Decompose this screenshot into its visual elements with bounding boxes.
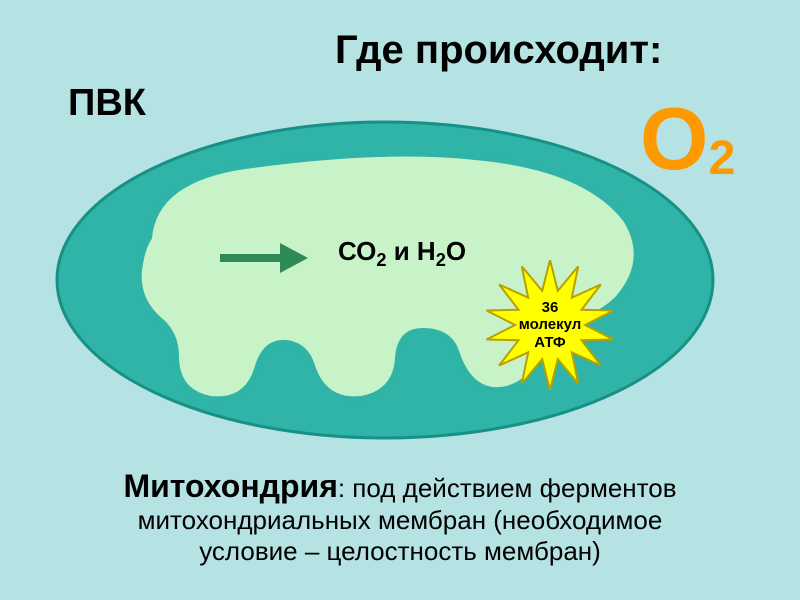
title-where-occurs: Где происходит: [335,28,662,73]
products-label: СО2 и Н2О [338,236,466,271]
mitochondrion-diagram [55,120,715,445]
atp-line2: молекул [519,316,582,333]
arrow-shaft [220,254,280,262]
caption-line3: условие – целостность мембран) [199,536,601,566]
atp-line3: АТФ [534,334,565,351]
arrow-head-icon [280,243,308,273]
h-text: Н [417,236,436,266]
atp-starburst: 36 молекул АТФ [485,260,615,390]
atp-text: 36 молекул АТФ [485,299,615,351]
mitochondrion-svg [55,120,715,440]
atp-line1: 36 [542,299,559,316]
caption-mitochondria: Митохондрия [123,468,337,504]
h-sub: 2 [436,250,446,270]
caption-line2: митохондриальных мембран (необходимое [138,505,663,535]
caption-text: Митохондрия: под действием ферментов мит… [55,468,745,567]
co-text: СО [338,236,376,266]
and-text: и [386,236,416,266]
caption-line1-rest: : под действием ферментов [338,473,677,503]
co-sub: 2 [376,250,386,270]
pvk-label: ПВК [68,82,146,125]
o-text: О [446,236,466,266]
